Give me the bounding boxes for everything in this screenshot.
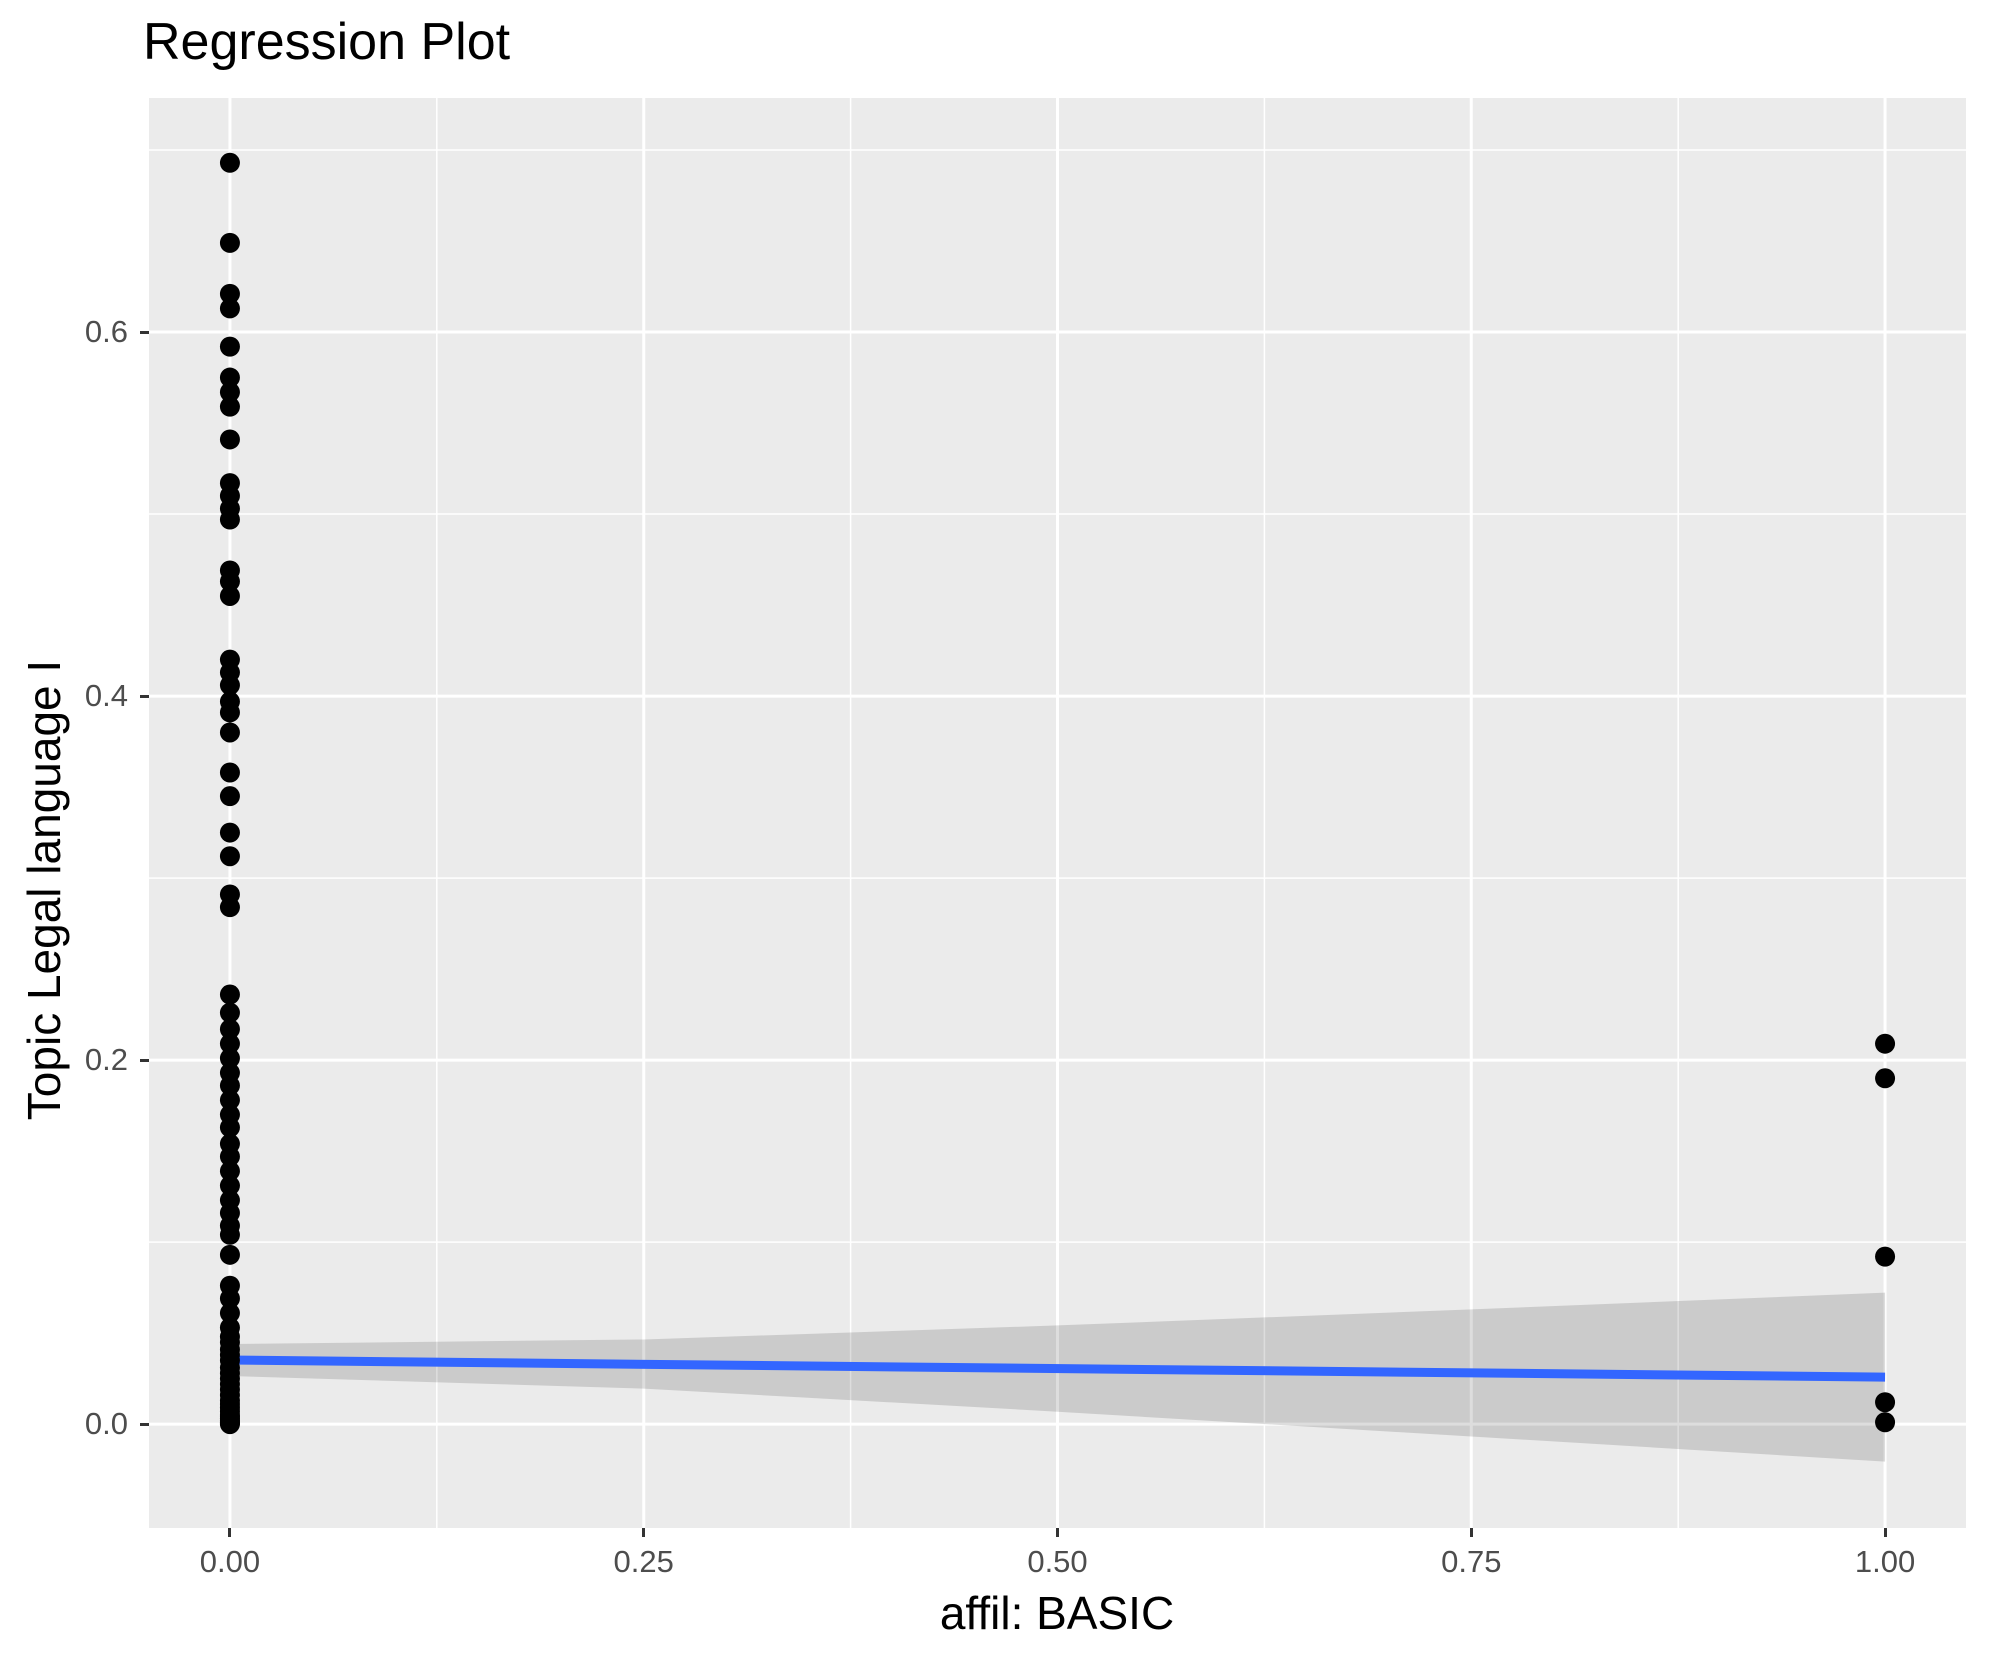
data-point xyxy=(219,822,240,843)
plot-title: Regression Plot xyxy=(143,13,511,71)
data-point xyxy=(219,846,240,867)
x-tick-label: 0.25 xyxy=(613,1544,674,1579)
x-tick-mark xyxy=(228,1528,232,1537)
data-point xyxy=(219,984,240,1005)
x-tick-mark xyxy=(1469,1528,1473,1537)
data-point xyxy=(219,1175,240,1196)
major-gridlines xyxy=(149,98,1966,1528)
data-point xyxy=(1875,1033,1896,1054)
confidence-band xyxy=(229,1292,1886,1462)
x-tick-label: 0.00 xyxy=(199,1544,261,1579)
data-point xyxy=(219,298,240,319)
y-tick-mark xyxy=(140,694,149,698)
data-point xyxy=(219,722,240,743)
data-point xyxy=(219,152,240,173)
data-point xyxy=(219,1090,240,1111)
data-point xyxy=(219,1161,240,1182)
data-point xyxy=(219,1288,240,1309)
plot-canvas xyxy=(149,98,1966,1528)
y-tick-mark xyxy=(140,330,149,334)
data-point xyxy=(219,396,240,417)
x-tick-label: 0.75 xyxy=(1441,1544,1502,1579)
data-point xyxy=(219,675,240,696)
y-tick-label: 0.4 xyxy=(84,678,128,714)
data-point xyxy=(219,283,240,304)
x-tick-label: 0.50 xyxy=(1027,1544,1088,1579)
data-point xyxy=(219,1224,240,1245)
scatter-points xyxy=(219,152,1896,1435)
x-tick-mark xyxy=(642,1528,646,1537)
data-point xyxy=(219,1146,240,1167)
data-point xyxy=(219,1033,240,1054)
data-point xyxy=(219,509,240,530)
data-point xyxy=(219,1414,240,1435)
regression-line xyxy=(229,1355,1886,1382)
data-point xyxy=(219,762,240,783)
x-axis-title: affil: BASIC xyxy=(939,1587,1175,1639)
x-tick-mark xyxy=(1056,1528,1059,1537)
data-point xyxy=(219,382,240,403)
data-point xyxy=(219,585,240,606)
data-point xyxy=(219,429,240,450)
y-axis-title: Topic Legal language I xyxy=(18,659,70,1121)
data-point xyxy=(219,232,240,253)
data-point xyxy=(1875,1068,1896,1089)
plot-panel xyxy=(149,98,1966,1528)
data-point xyxy=(219,1244,240,1265)
x-tick-label: 1.00 xyxy=(1854,1544,1916,1579)
data-point xyxy=(219,1048,240,1069)
data-point xyxy=(219,336,240,357)
data-point xyxy=(219,897,240,918)
data-point xyxy=(219,1303,240,1324)
y-tick-label: 0.0 xyxy=(84,1406,128,1442)
data-point xyxy=(219,786,240,807)
data-point xyxy=(219,702,240,723)
y-tick-mark xyxy=(140,1058,149,1062)
data-point xyxy=(219,367,240,388)
y-tick-mark xyxy=(140,1422,149,1426)
y-tick-label: 0.6 xyxy=(84,314,128,350)
data-point xyxy=(219,1019,240,1040)
data-point xyxy=(1875,1392,1896,1413)
data-point xyxy=(1875,1246,1896,1267)
x-tick-mark xyxy=(1883,1528,1887,1537)
y-tick-label: 0.2 xyxy=(84,1042,128,1078)
data-point xyxy=(219,1075,240,1096)
data-point xyxy=(1875,1412,1896,1433)
data-point xyxy=(219,1002,240,1023)
data-point xyxy=(219,571,240,592)
data-point xyxy=(219,1117,240,1138)
